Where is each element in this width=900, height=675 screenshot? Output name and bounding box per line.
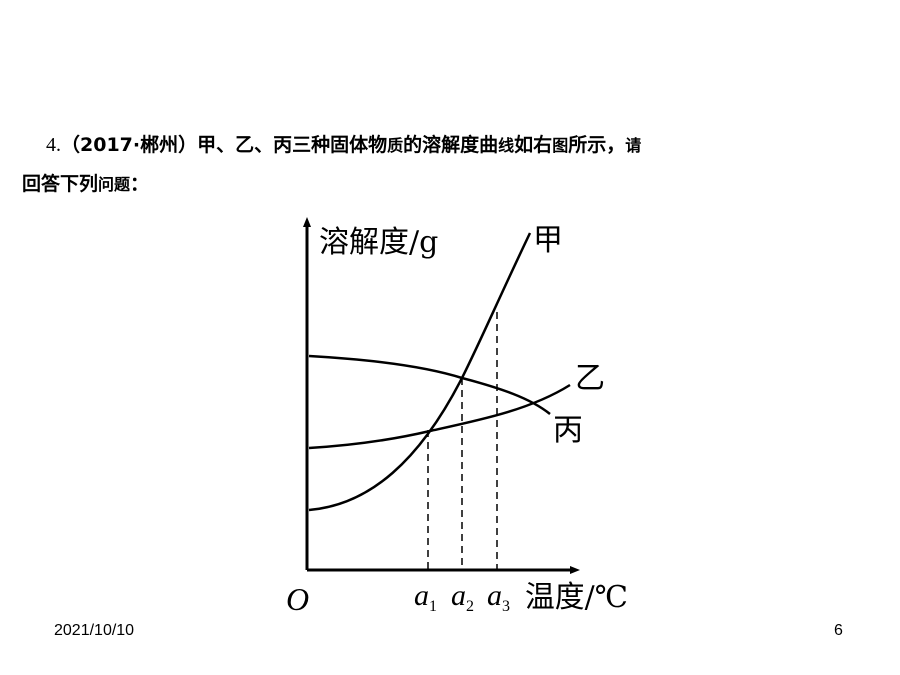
- question-text-part4: 所示，: [568, 134, 626, 156]
- question-text-small3: 图: [552, 136, 569, 155]
- question-line2a: 回答下列: [22, 173, 99, 195]
- question-text-small2: 线: [498, 136, 515, 155]
- curve-label-yi: 乙: [575, 361, 605, 396]
- footer-page-number: 6: [834, 622, 843, 639]
- tick-a2: a2: [451, 579, 474, 615]
- question-text-part2: 的溶解度曲: [403, 134, 499, 156]
- question-text-small1: 质: [387, 136, 404, 155]
- footer-date: 2021/10/10: [54, 622, 135, 639]
- question-line2b: ：: [130, 173, 150, 195]
- question-number: 4.: [46, 134, 61, 156]
- question-text-small4: 请: [625, 136, 642, 155]
- curve-label-jia: 甲: [533, 223, 563, 258]
- question-text: 4.（2017·郴州）甲、乙、丙三种固体物质的溶解度曲线如右图所示，请回答下列问…: [22, 126, 852, 204]
- question-source: （2017·郴州）: [61, 134, 198, 156]
- origin-label: O: [286, 581, 309, 617]
- question-text-part1: 甲、乙、丙三种固体物: [197, 134, 388, 156]
- tick-a1: a1: [414, 579, 437, 615]
- curve-label-bing: 丙: [553, 413, 583, 448]
- question-text-small5: 问题: [98, 175, 131, 194]
- x-axis-label: 温度/℃: [525, 580, 628, 615]
- tick-a3: a3: [487, 579, 510, 615]
- y-axis-label: 溶解度/g: [319, 225, 438, 260]
- question-text-part3: 如右: [514, 134, 553, 156]
- curve-bing: [308, 354, 551, 415]
